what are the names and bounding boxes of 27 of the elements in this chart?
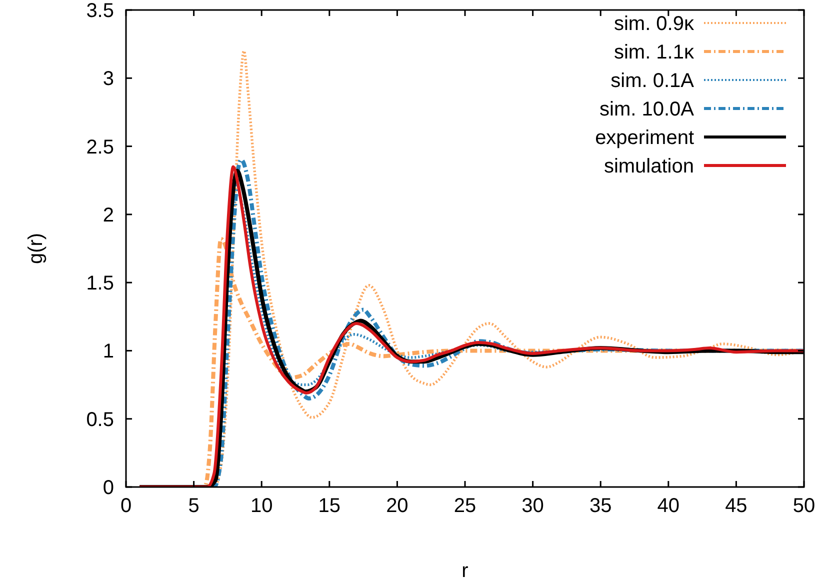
x-tick-label: 50 — [792, 495, 816, 517]
y-tick-label: 3.5 — [86, 0, 114, 22]
x-tick-label: 0 — [120, 495, 132, 517]
y-tick-label: 1.5 — [86, 272, 114, 295]
y-tick-label: 2 — [102, 204, 114, 226]
x-tick-label: 45 — [725, 495, 748, 517]
x-tick-label: 25 — [454, 495, 476, 517]
x-tick-label: 40 — [657, 495, 680, 517]
x-tick-label: 5 — [188, 495, 200, 517]
y-tick-label: 0 — [102, 477, 114, 499]
x-tick-label: 35 — [589, 495, 612, 517]
y-tick-label: 1 — [102, 340, 114, 363]
y-tick-label: 3 — [102, 68, 114, 90]
legend-label: simulation — [604, 156, 694, 178]
x-tick-label: 20 — [386, 495, 408, 517]
x-tick-label: 15 — [318, 495, 341, 517]
legend-label: sim. 0.9κ — [614, 13, 695, 35]
legend-label: experiment — [595, 127, 694, 149]
x-axis-title: r — [462, 560, 469, 579]
legend-label: sim. 10.0A — [600, 98, 695, 120]
y-axis-title: g(r) — [25, 232, 47, 264]
x-tick-label: 30 — [522, 495, 544, 517]
legend-label: sim. 0.1A — [610, 70, 695, 92]
legend-label: sim. 1.1κ — [614, 42, 695, 64]
x-tick-label: 10 — [250, 495, 273, 517]
y-tick-label: 0.5 — [86, 408, 114, 431]
y-tick-label: 2.5 — [86, 136, 114, 158]
